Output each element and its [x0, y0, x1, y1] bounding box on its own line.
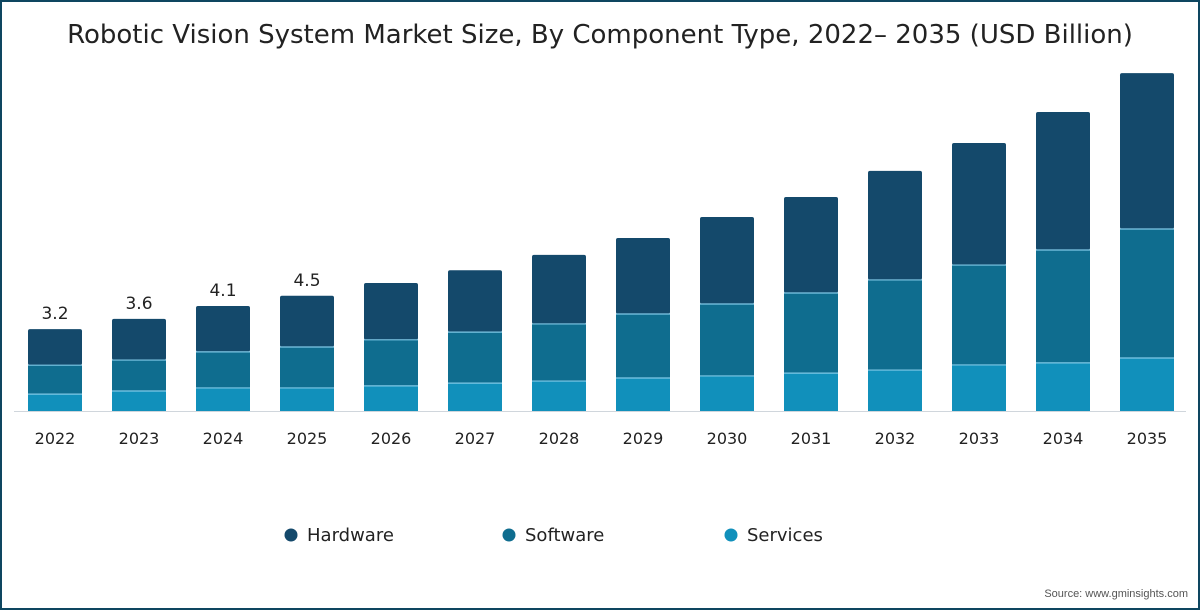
bar-software-2029: [616, 313, 670, 378]
bar-services-2033: [952, 364, 1006, 411]
bar-software-2028: [532, 323, 586, 382]
data-label: 3.6: [125, 294, 152, 314]
bar-hardware-2024: [196, 306, 250, 352]
x-tick-label: 2026: [371, 429, 412, 448]
bar-software-2032: [868, 279, 922, 371]
bar-hardware-2032: [868, 170, 922, 280]
x-tick-label: 2031: [791, 429, 832, 448]
x-tick-label: 2022: [35, 429, 76, 448]
x-tick-label: 2029: [623, 429, 664, 448]
chart-title: Robotic Vision System Market Size, By Co…: [67, 20, 1133, 50]
bar-hardware-2028: [532, 254, 586, 324]
legend-marker-services: [724, 528, 738, 542]
data-label: 4.1: [209, 281, 236, 301]
x-tick-label: 2034: [1043, 429, 1084, 448]
x-tick-label: 2027: [455, 429, 496, 448]
bar-software-2030: [700, 303, 754, 376]
data-label: 4.5: [293, 271, 320, 291]
bar-hardware-2026: [364, 283, 418, 340]
bar-services-2024: [196, 387, 250, 411]
bar-hardware-2031: [784, 196, 838, 293]
bar-software-2033: [952, 265, 1006, 365]
legend-label-hardware: Hardware: [307, 525, 394, 546]
bar-software-2031: [784, 292, 838, 374]
bar-software-2035: [1120, 228, 1174, 359]
bar-services-2034: [1036, 362, 1090, 411]
legend-marker-hardware: [284, 528, 298, 542]
bar-services-2030: [700, 375, 754, 411]
bar-software-2024: [196, 351, 250, 388]
x-tick-label: 2024: [203, 429, 244, 448]
bar-hardware-2030: [700, 216, 754, 304]
bar-software-2022: [28, 365, 82, 395]
x-tick-label: 2032: [875, 429, 916, 448]
bar-hardware-2033: [952, 142, 1006, 266]
x-tick-label: 2023: [119, 429, 160, 448]
bar-services-2031: [784, 373, 838, 411]
bar-software-2034: [1036, 249, 1090, 363]
legend-label-services: Services: [747, 525, 823, 546]
x-tick-label: 2025: [287, 429, 328, 448]
x-tick-label: 2030: [707, 429, 748, 448]
bar-services-2029: [616, 377, 670, 411]
bar-services-2027: [448, 383, 502, 411]
x-tick-label: 2028: [539, 429, 580, 448]
bar-services-2035: [1120, 358, 1174, 411]
bar-services-2023: [112, 391, 166, 411]
bar-services-2025: [280, 387, 334, 411]
bar-software-2026: [364, 339, 418, 386]
bar-hardware-2027: [448, 270, 502, 333]
source-note: Source: www.gminsights.com: [1044, 588, 1188, 600]
bar-hardware-2035: [1120, 73, 1174, 229]
legend-label-software: Software: [525, 525, 604, 546]
bar-software-2027: [448, 332, 502, 384]
bar-services-2022: [28, 394, 82, 411]
bar-hardware-2023: [112, 318, 166, 361]
legend-marker-software: [502, 528, 516, 542]
bar-services-2032: [868, 370, 922, 411]
bar-hardware-2022: [28, 329, 82, 366]
bar-hardware-2025: [280, 295, 334, 347]
bar-software-2023: [112, 360, 166, 392]
bar-software-2025: [280, 347, 334, 388]
bar-services-2028: [532, 381, 586, 411]
data-label: 3.2: [41, 304, 68, 324]
x-tick-label: 2033: [959, 429, 1000, 448]
bar-hardware-2034: [1036, 111, 1090, 250]
bar-hardware-2029: [616, 237, 670, 314]
x-tick-label: 2035: [1127, 429, 1168, 448]
bar-services-2026: [364, 385, 418, 411]
